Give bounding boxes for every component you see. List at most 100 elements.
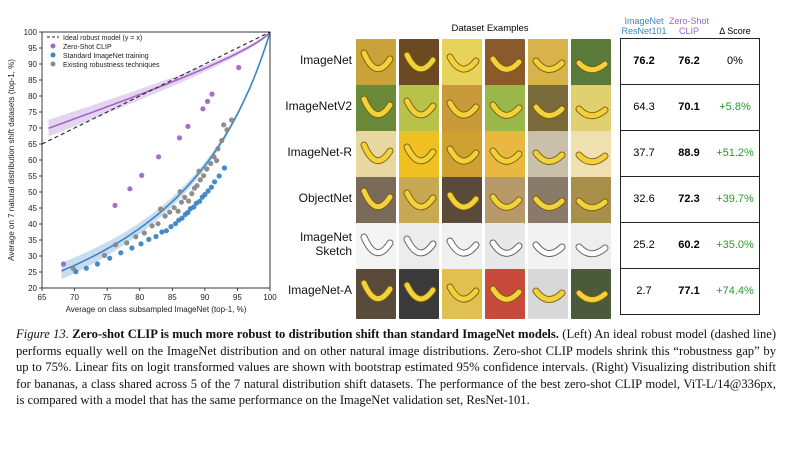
clip-column-header: Zero-Shot CLIP bbox=[668, 16, 710, 36]
data-point-2-16 bbox=[185, 209, 191, 216]
data-point-2-2 bbox=[94, 261, 100, 267]
data-point-2-6 bbox=[138, 241, 144, 247]
banana-example-image bbox=[442, 177, 482, 227]
banana-example-image bbox=[485, 269, 525, 319]
x-tick-label-4: 85 bbox=[168, 293, 177, 302]
data-point-2-20 bbox=[197, 198, 203, 204]
banana-example-image bbox=[399, 177, 439, 227]
resnet-score: 37.7 bbox=[633, 147, 655, 159]
dataset-label-2: ImageNet-R bbox=[287, 145, 352, 159]
data-point-3-5 bbox=[141, 230, 147, 236]
dataset-label-3: ObjectNet bbox=[298, 191, 352, 205]
dataset-label-1: ImageNetV2 bbox=[285, 99, 352, 113]
data-point-3-15 bbox=[189, 191, 195, 197]
legend-label-3: Existing robustness techniques bbox=[63, 62, 160, 69]
banana-example-image bbox=[528, 223, 568, 273]
banana-example-image bbox=[528, 131, 568, 181]
legend-swatch-3 bbox=[50, 61, 56, 67]
table-row-divider bbox=[620, 176, 760, 177]
fit-confidence-band-1 bbox=[61, 32, 270, 280]
banana-example-image bbox=[399, 223, 439, 273]
data-point-2-8 bbox=[153, 233, 159, 240]
dataset-label-0: ImageNet bbox=[299, 53, 352, 67]
y-axis-label: Average on 7 natural distribution shift … bbox=[7, 59, 16, 261]
data-point-3-9 bbox=[167, 209, 173, 215]
dataset-label-5: ImageNet-A bbox=[287, 283, 352, 297]
table-row-divider bbox=[620, 268, 760, 269]
y-tick-label-8: 60 bbox=[28, 156, 37, 165]
data-point-3-6 bbox=[149, 223, 155, 229]
data-point-3-10 bbox=[171, 205, 177, 211]
delta-score: +35.0% bbox=[716, 239, 754, 251]
y-tick-label-0: 20 bbox=[28, 284, 37, 293]
banana-example-image bbox=[485, 85, 525, 135]
delta-score: 0% bbox=[727, 55, 743, 67]
data-point-3-12 bbox=[178, 199, 184, 205]
clip-score: 60.2 bbox=[678, 239, 700, 251]
banana-example-image bbox=[485, 131, 525, 181]
data-point-3-7 bbox=[155, 221, 161, 227]
data-point-1-0 bbox=[60, 261, 67, 267]
legend-swatch-2 bbox=[50, 52, 56, 58]
banana-example-image bbox=[571, 85, 611, 135]
data-point-3-3 bbox=[124, 240, 130, 246]
banana-example-image bbox=[571, 177, 611, 227]
data-point-2-23 bbox=[205, 188, 211, 194]
clip-score: 70.1 bbox=[678, 101, 700, 113]
plot-frame bbox=[41, 31, 271, 289]
y-tick-label-5: 45 bbox=[28, 204, 37, 213]
data-point-3-29 bbox=[196, 168, 202, 174]
y-tick-label-10: 70 bbox=[28, 124, 37, 133]
table-row-divider bbox=[620, 84, 760, 85]
banana-example-image bbox=[528, 269, 568, 319]
banana-example-image bbox=[528, 39, 568, 89]
delta-score: +5.8% bbox=[719, 101, 751, 113]
x-axis-label: Average on class subsampled ImageNet (to… bbox=[66, 305, 247, 314]
resnet-score: 76.2 bbox=[633, 55, 655, 67]
banana-example-image bbox=[399, 39, 439, 89]
table-row-divider bbox=[620, 130, 760, 131]
data-point-2-27 bbox=[221, 165, 227, 171]
resnet-score: 25.2 bbox=[633, 239, 655, 251]
y-tick-label-3: 35 bbox=[28, 236, 37, 245]
data-point-3-20 bbox=[204, 166, 210, 172]
figure-caption: Figure 13. Zero-shot CLIP is much more r… bbox=[16, 326, 776, 409]
resnet-column-header: ImageNet ResNet101 bbox=[621, 16, 667, 36]
y-tick-label-12: 80 bbox=[28, 92, 37, 101]
data-point-1-4 bbox=[156, 154, 162, 160]
data-point-2-18 bbox=[191, 204, 197, 210]
banana-example-image bbox=[356, 177, 396, 227]
banana-example-image bbox=[442, 223, 482, 273]
banana-example-image bbox=[442, 269, 482, 319]
data-point-1-6 bbox=[185, 123, 191, 129]
data-point-3-4 bbox=[133, 234, 139, 240]
data-point-2-5 bbox=[129, 245, 135, 251]
x-tick-label-0: 65 bbox=[38, 293, 47, 302]
legend-label-1: Zero-Shot CLIP bbox=[63, 44, 112, 51]
fit-line-1 bbox=[61, 31, 271, 272]
data-point-2-11 bbox=[168, 224, 174, 230]
banana-example-image bbox=[485, 39, 525, 89]
data-point-1-2 bbox=[127, 186, 133, 192]
data-point-3-19 bbox=[201, 173, 207, 179]
data-point-2-7 bbox=[146, 236, 152, 242]
banana-example-image bbox=[356, 131, 396, 181]
banana-example-image bbox=[399, 131, 439, 181]
data-point-2-9 bbox=[159, 229, 165, 235]
clip-score: 77.1 bbox=[678, 285, 700, 297]
x-tick-label-6: 95 bbox=[233, 293, 242, 302]
clip-score: 72.3 bbox=[678, 193, 700, 205]
banana-example-image bbox=[442, 39, 482, 89]
robustness-scatter-plot: 65 70 75 80 85 90 95 100 20 25 30 35 40 45 50 55 60 65 70 7… bbox=[7, 28, 277, 314]
y-tick-label-2: 30 bbox=[28, 252, 37, 261]
table-bottom-border bbox=[620, 314, 760, 315]
data-point-1-9 bbox=[209, 91, 215, 97]
data-point-2-4 bbox=[118, 250, 124, 256]
figure-13: 65 70 75 80 85 90 95 100 20 25 30 35 40 45 50 55 60 65 70 7… bbox=[7, 16, 760, 319]
data-point-3-14 bbox=[186, 198, 192, 204]
data-point-3-1 bbox=[101, 252, 108, 258]
data-point-2-26 bbox=[216, 173, 222, 179]
data-point-2-22 bbox=[202, 192, 208, 198]
table-row-divider bbox=[620, 38, 760, 39]
dataset-label-4: ImageNet Sketch bbox=[299, 230, 352, 258]
